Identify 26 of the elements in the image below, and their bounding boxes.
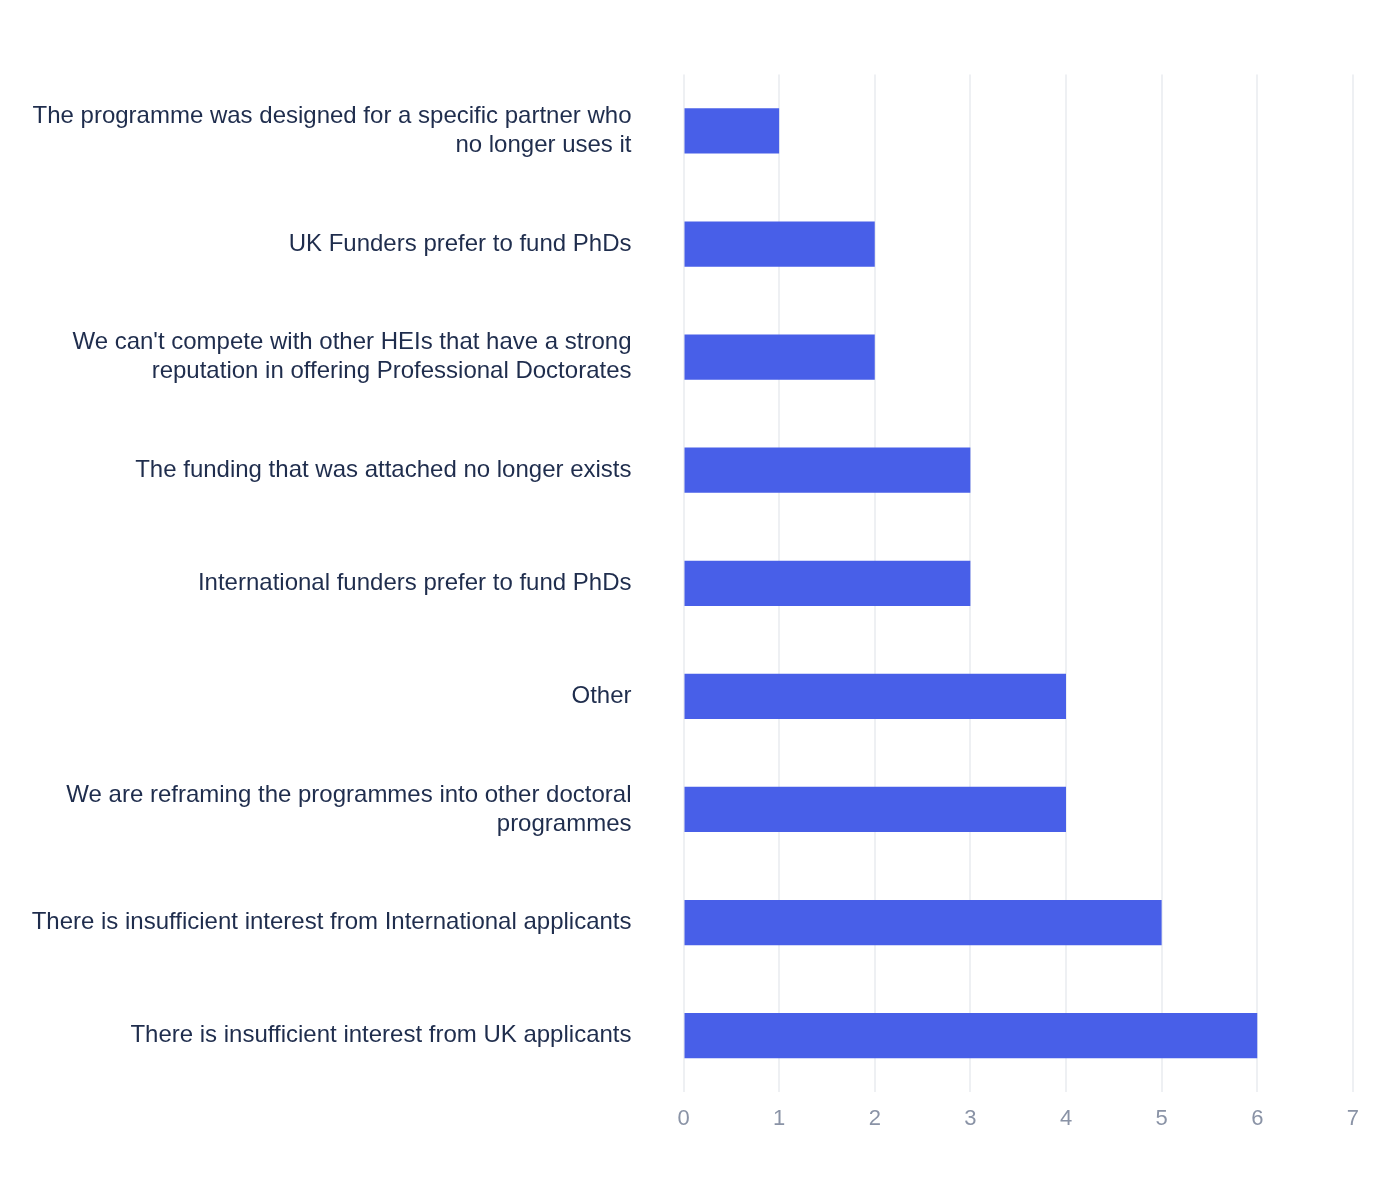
x-tick-label: 0 xyxy=(677,1105,690,1131)
y-tick-label: There is insufficient interest from UK applicants xyxy=(130,1020,632,1048)
y-tick-label: We can't compete with other HEIs that have a strong reputation in offering Professional Doctorates xyxy=(72,327,632,384)
bar xyxy=(684,899,1162,946)
x-tick-label: 3 xyxy=(964,1105,977,1131)
x-tick-label: 4 xyxy=(1059,1105,1073,1131)
y-tick-label: The funding that was attached no longer exists xyxy=(135,454,632,482)
y-tick-label: We are reframing the programmes into other doctoral programmes xyxy=(66,779,632,836)
bar xyxy=(684,786,1066,833)
bar xyxy=(684,108,780,154)
x-tick-label: 7 xyxy=(1346,1105,1360,1131)
bar xyxy=(684,1013,1258,1059)
bar xyxy=(684,560,971,606)
x-tick-label: 5 xyxy=(1155,1105,1168,1131)
bar xyxy=(684,334,875,380)
bar xyxy=(684,221,875,267)
x-tick-label: 2 xyxy=(868,1105,881,1131)
x-tick-label: 1 xyxy=(773,1105,786,1131)
y-tick-label: There is insufficient interest from International applicants xyxy=(31,907,632,935)
y-tick-label: International funders prefer to fund PhDs xyxy=(197,567,632,595)
y-tick-label: Other xyxy=(571,681,632,709)
y-tick-label: The programme was designed for a specific partner who no longer uses it xyxy=(32,101,632,157)
bar xyxy=(684,673,1066,720)
y-tick-label: UK Funders prefer to fund PhDs xyxy=(288,228,632,256)
x-tick-label: 6 xyxy=(1251,1105,1264,1131)
bar xyxy=(684,447,971,493)
